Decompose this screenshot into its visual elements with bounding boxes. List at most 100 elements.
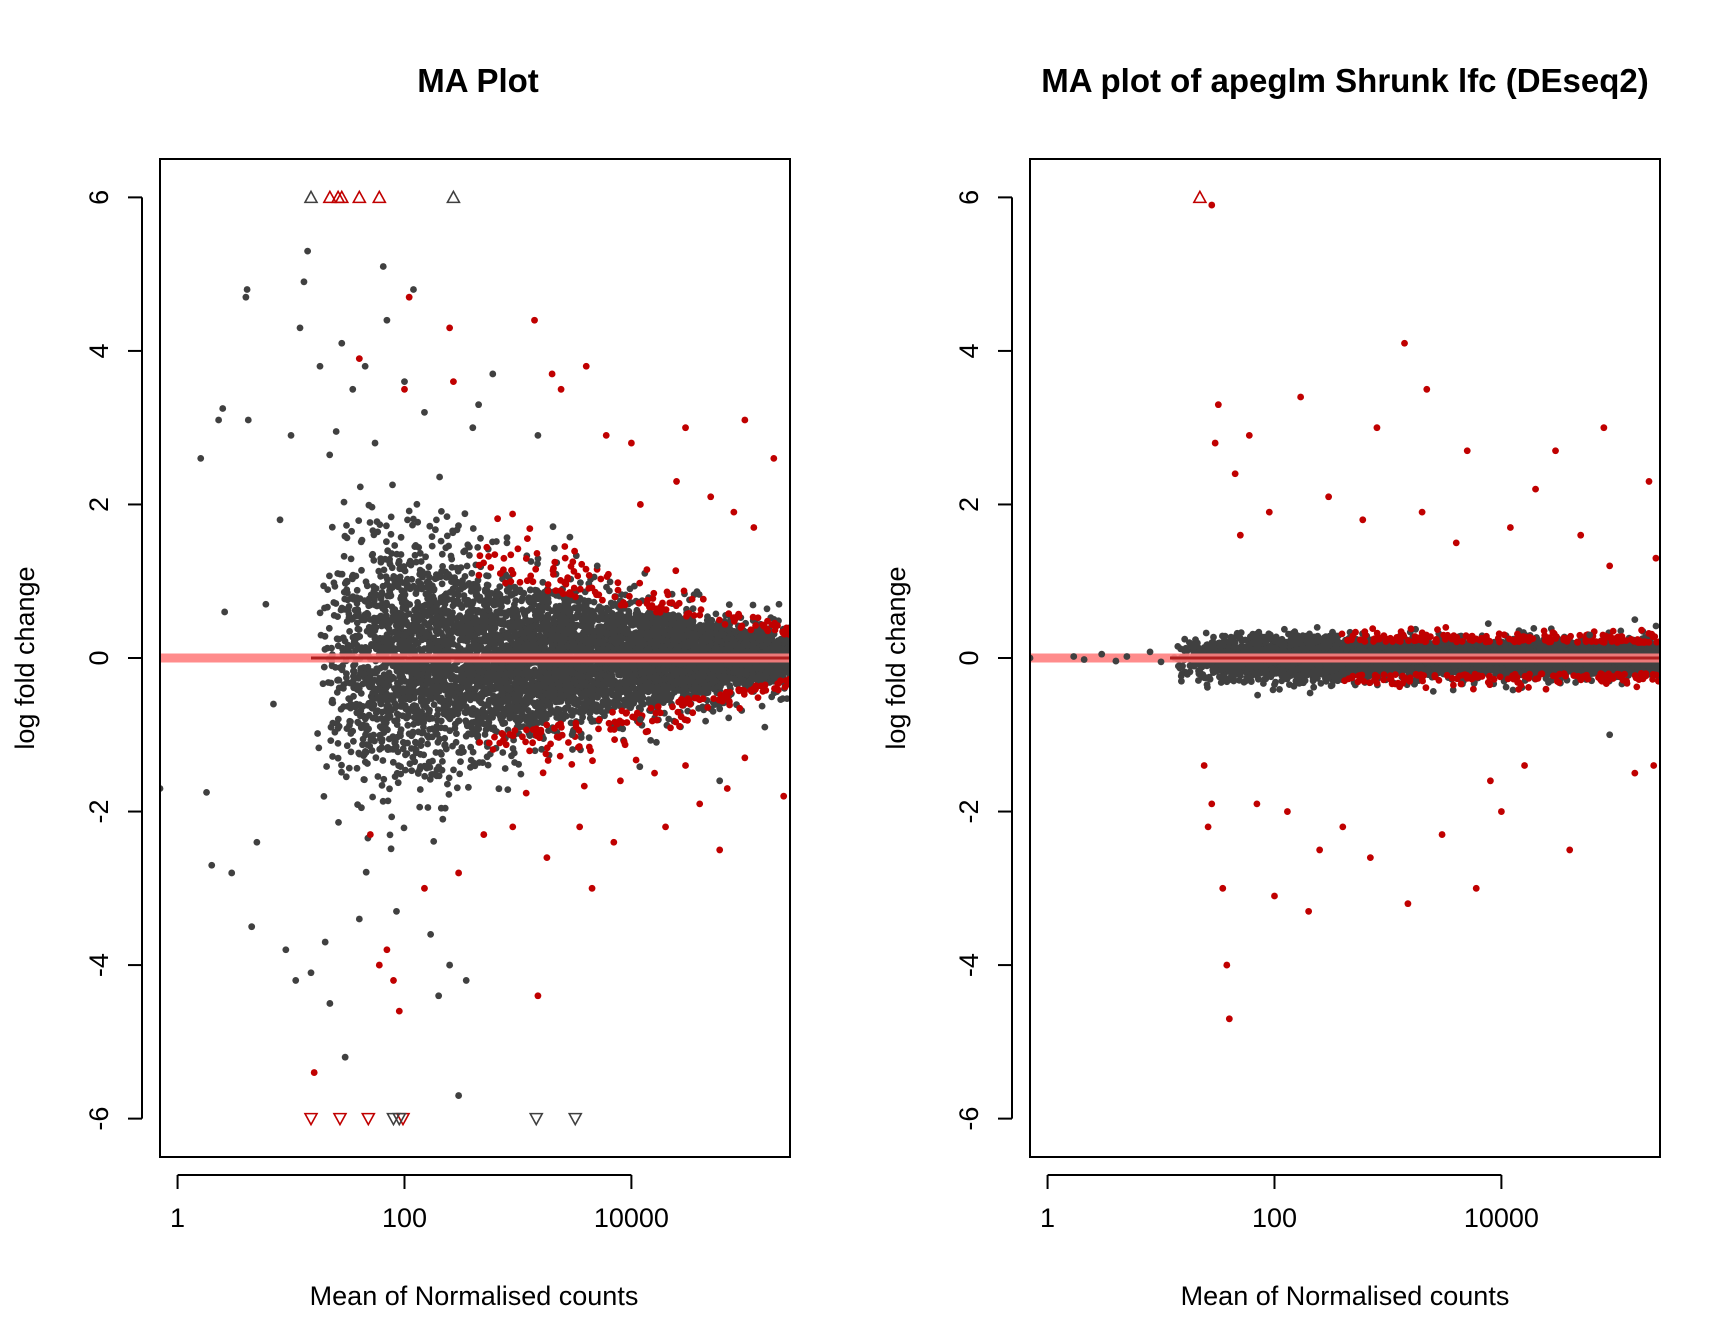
data-point <box>346 721 353 729</box>
data-point <box>404 721 412 729</box>
data-point <box>408 767 416 775</box>
data-point <box>453 730 460 737</box>
data-point <box>369 527 377 534</box>
data-point <box>601 712 608 720</box>
data-point <box>519 606 526 614</box>
data-point <box>383 538 390 546</box>
data-point <box>758 702 766 710</box>
data-point <box>330 599 338 606</box>
data-point <box>340 552 348 560</box>
data-point <box>421 762 428 770</box>
data-point <box>556 706 563 714</box>
data-point <box>499 749 507 756</box>
data-point <box>354 625 362 633</box>
data-point <box>334 676 342 684</box>
data-point <box>457 749 465 756</box>
data-point <box>324 603 331 611</box>
data-point <box>352 703 359 711</box>
data-point <box>433 766 441 773</box>
data-point <box>590 598 598 606</box>
data-point <box>448 555 456 563</box>
y-axis-title: log fold change <box>10 566 40 749</box>
data-point <box>493 538 500 545</box>
data-point <box>413 605 420 613</box>
data-point <box>368 747 376 754</box>
data-point <box>585 734 593 742</box>
data-point <box>388 564 396 572</box>
data-point <box>356 483 364 491</box>
data-point <box>387 845 395 853</box>
x-axis-title: Mean of Normalised counts <box>310 1281 639 1311</box>
data-point <box>363 741 371 748</box>
data-point <box>343 534 351 542</box>
data-point <box>369 793 376 801</box>
data-point <box>492 693 500 701</box>
data-point <box>409 730 417 738</box>
data-point <box>409 521 416 529</box>
data-point <box>334 613 341 620</box>
data-point <box>340 498 348 506</box>
data-point <box>434 711 441 719</box>
data-point <box>438 750 445 758</box>
ma-plot-panel: MA Plot Mean of Normalised counts log fo… <box>10 62 791 1311</box>
data-point <box>410 515 417 523</box>
data-point <box>384 547 392 555</box>
data-point <box>428 542 436 550</box>
data-point <box>340 681 348 688</box>
data-point <box>319 680 327 688</box>
data-point <box>412 558 420 566</box>
data-point <box>391 739 399 747</box>
data-point <box>509 605 517 613</box>
data-point <box>439 815 447 823</box>
points-layer <box>160 189 790 1127</box>
data-point <box>438 508 445 515</box>
data-point <box>539 578 547 586</box>
data-point <box>456 770 464 778</box>
data-point <box>362 868 370 876</box>
data-point <box>461 510 469 518</box>
data-point <box>350 667 357 675</box>
data-point <box>387 513 395 521</box>
data-point <box>385 735 393 743</box>
data-point <box>437 724 445 732</box>
data-point <box>383 522 390 530</box>
data-point <box>438 568 445 575</box>
data-point <box>417 558 425 565</box>
data-point <box>379 797 387 805</box>
data-point <box>376 745 384 753</box>
data-point <box>384 746 392 753</box>
data-point <box>411 758 419 766</box>
data-point <box>328 523 336 531</box>
data-point <box>495 785 503 793</box>
data-point <box>413 500 421 508</box>
data-point <box>324 679 332 686</box>
data-point <box>378 782 386 789</box>
data-point <box>350 737 357 745</box>
data-point <box>517 770 525 778</box>
data-point <box>432 526 439 534</box>
data-point <box>327 737 335 744</box>
data-point <box>438 580 446 588</box>
data-point <box>355 517 363 524</box>
data-point <box>382 684 390 692</box>
data-point <box>338 761 345 769</box>
data-point <box>416 549 424 557</box>
data-point <box>469 705 477 712</box>
data-point <box>347 748 355 756</box>
data-point <box>402 751 409 759</box>
data-point <box>433 678 441 685</box>
data-point <box>384 797 392 805</box>
data-point <box>570 688 578 695</box>
data-point <box>413 610 420 618</box>
data-point <box>446 727 454 735</box>
data-point <box>383 580 391 588</box>
data-point <box>462 709 470 717</box>
data-point <box>444 780 451 788</box>
data-point <box>469 525 477 532</box>
data-point <box>434 717 442 725</box>
data-point <box>344 589 351 597</box>
data-point <box>438 550 446 558</box>
data-point <box>391 542 399 549</box>
data-point <box>434 706 442 714</box>
